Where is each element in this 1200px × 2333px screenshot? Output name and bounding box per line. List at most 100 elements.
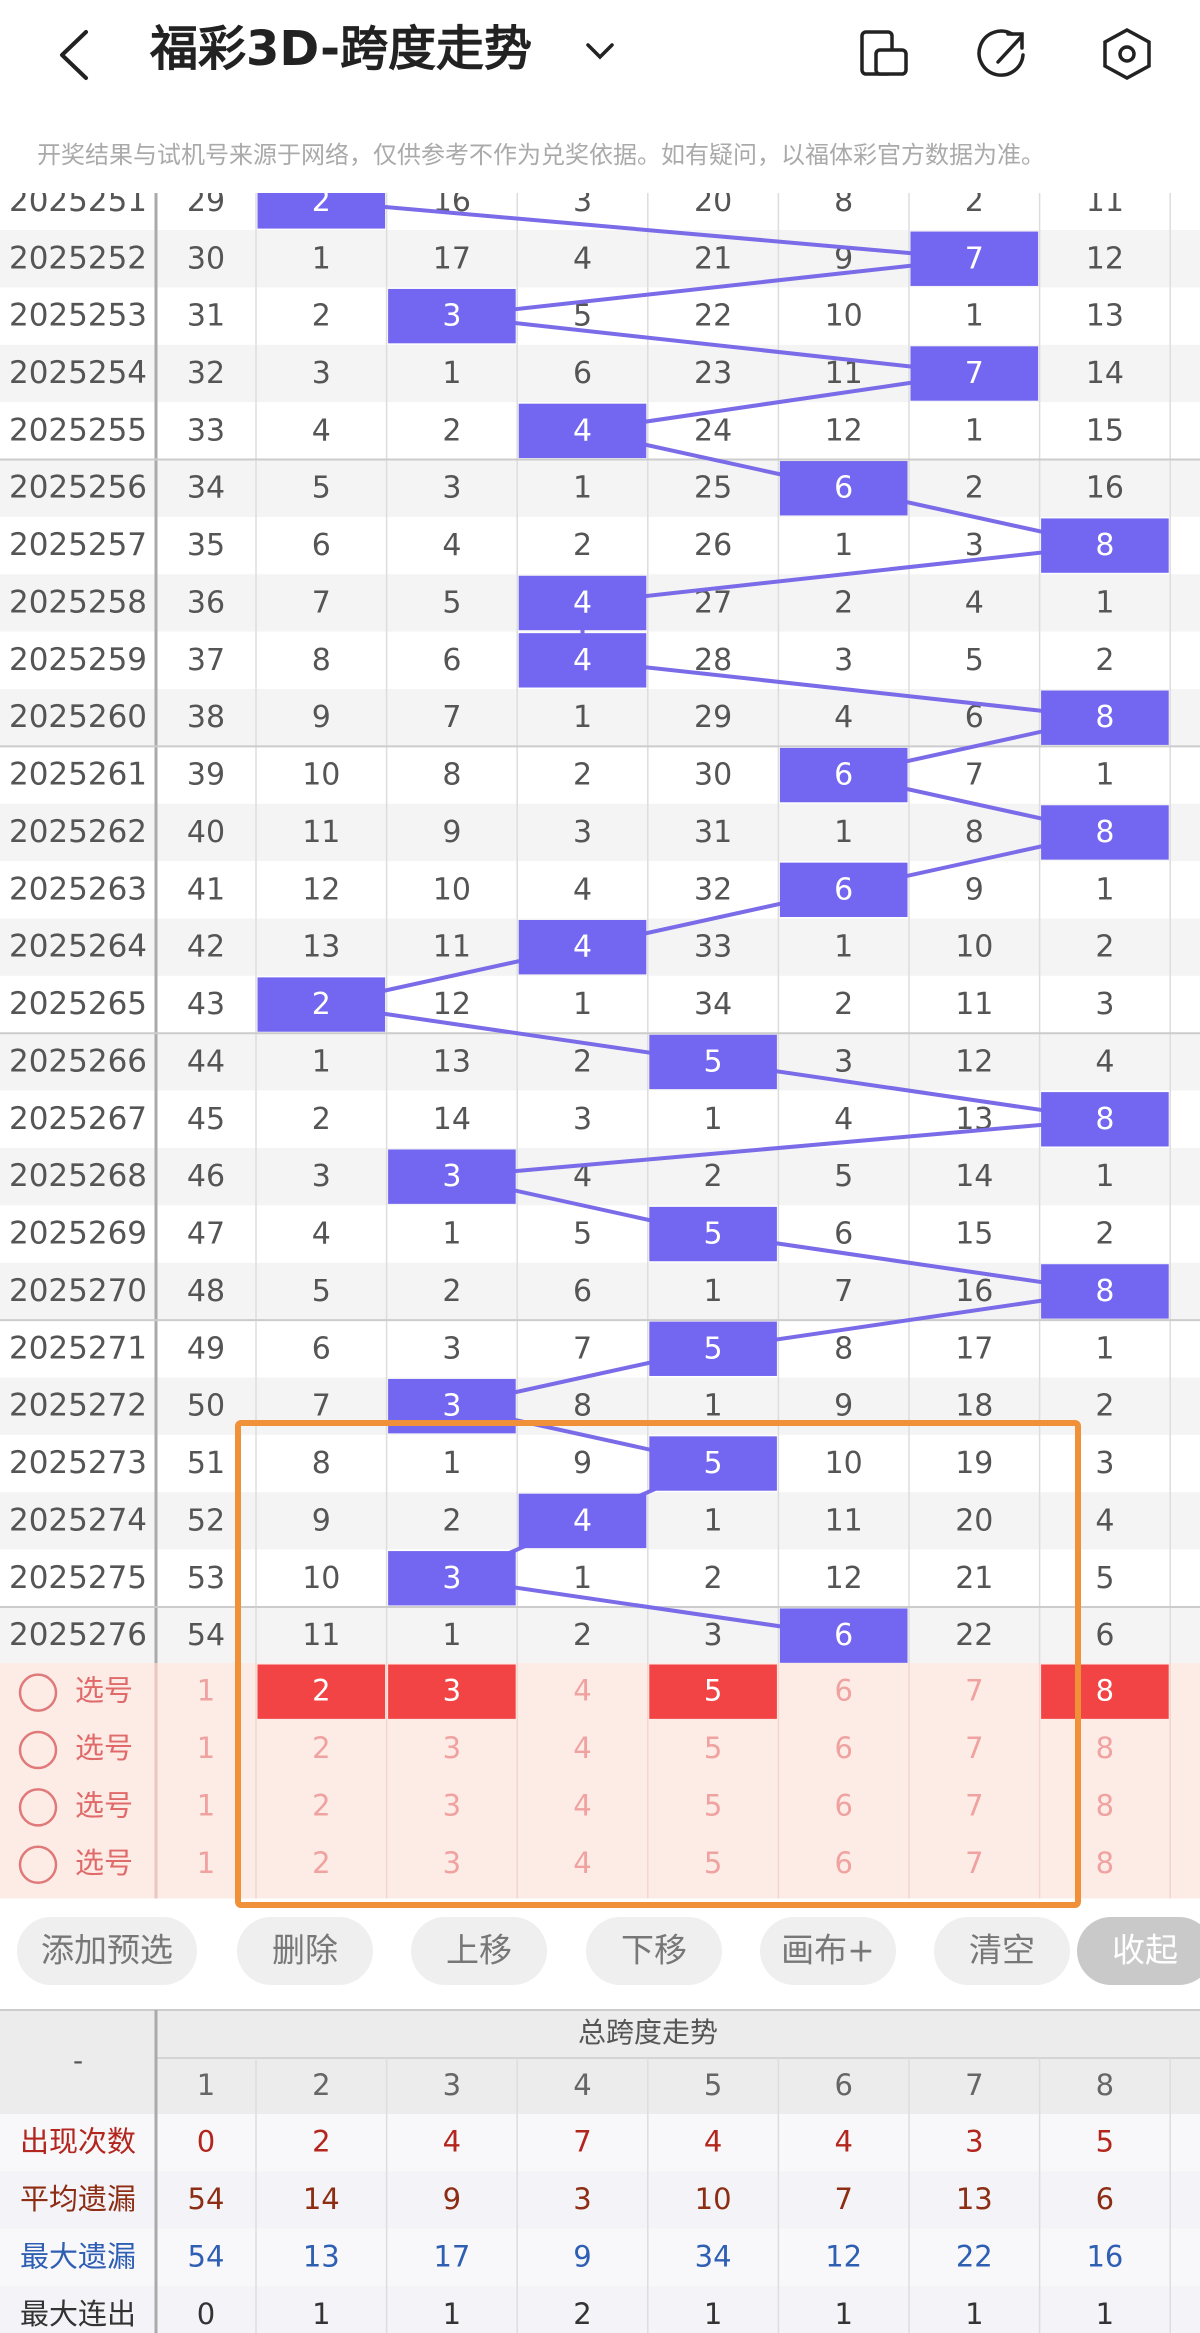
row-checkbox[interactable]	[18, 1845, 58, 1885]
stats-row-bg	[0, 2114, 1200, 2172]
picker-number[interactable]: 5	[704, 1731, 722, 1765]
title-dropdown[interactable]	[586, 43, 614, 60]
picker-number[interactable]: 7	[965, 1674, 983, 1708]
cell-value: 1	[834, 528, 853, 563]
picker-number[interactable]: 6	[834, 1731, 852, 1765]
hit-value: 8	[1095, 1102, 1114, 1137]
picker-number[interactable]: 3	[443, 1846, 461, 1880]
picker-number[interactable]: 5	[704, 1674, 722, 1708]
picker-number[interactable]: 7	[965, 1788, 983, 1822]
picker-number[interactable]: 8	[1096, 1674, 1114, 1708]
picker-number[interactable]: 5	[704, 1846, 722, 1880]
picker-number[interactable]: 1	[197, 1731, 215, 1765]
cell-value: 5	[834, 1159, 853, 1194]
cell-value: 18	[955, 1389, 993, 1424]
button-label[interactable]: 删除	[272, 1931, 338, 1970]
hit-value: 4	[573, 585, 592, 620]
picker-number[interactable]: 6	[834, 1674, 852, 1708]
picker-number[interactable]: 2	[312, 1788, 330, 1822]
hit-cell	[518, 1493, 647, 1549]
picker-number[interactable]: 3	[443, 1674, 461, 1708]
hit-value: 4	[573, 1503, 592, 1538]
issue-number: 2025268	[9, 1158, 147, 1194]
button-label[interactable]: 清空	[969, 1931, 1035, 1970]
picker-number[interactable]: 8	[1096, 1731, 1114, 1765]
button-label[interactable]: 画布+	[781, 1931, 875, 1970]
picker-number[interactable]: 2	[312, 1731, 330, 1765]
button-label[interactable]: 收起	[1112, 1931, 1178, 1970]
picker-number[interactable]: 7	[965, 1846, 983, 1880]
action-button[interactable]	[934, 1917, 1070, 1985]
picker-number[interactable]: 2	[312, 1674, 330, 1708]
picker-number[interactable]: 7	[965, 1731, 983, 1765]
hit-cell	[779, 461, 908, 516]
row-bg	[0, 1434, 1200, 1493]
picker-number[interactable]: 1	[197, 1674, 215, 1708]
picker-number[interactable]: 3	[443, 1731, 461, 1765]
picker-number[interactable]: 4	[573, 1846, 591, 1880]
action-button[interactable]	[1077, 1917, 1200, 1985]
cell-value: 1	[1095, 872, 1114, 907]
cell-value: 41	[187, 872, 225, 907]
action-button[interactable]	[237, 1917, 373, 1985]
row-checkbox[interactable]	[18, 1730, 58, 1770]
action-button[interactable]	[760, 1917, 896, 1985]
back-button[interactable]	[60, 30, 88, 80]
stats-value: 2	[573, 2297, 591, 2331]
picker-number[interactable]: 8	[1096, 1846, 1114, 1880]
picker-number[interactable]: 2	[312, 1846, 330, 1880]
cell-value: 1	[573, 987, 592, 1022]
picker-number[interactable]: 4	[573, 1731, 591, 1765]
action-button[interactable]	[586, 1917, 722, 1985]
stats-column: 5	[704, 2068, 722, 2102]
button-label[interactable]: 下移	[621, 1931, 687, 1970]
hit-cell	[649, 1436, 777, 1491]
cell-value: 2	[442, 1274, 461, 1309]
settings-icon[interactable]	[1103, 28, 1151, 80]
stats-value: 5	[1096, 2125, 1114, 2159]
picker-number[interactable]: 3	[443, 1788, 461, 1822]
button-label[interactable]: 上移	[446, 1931, 512, 1970]
cell-value: 2	[573, 758, 592, 793]
cell-value: 31	[187, 299, 225, 334]
cell-value: 5	[312, 1274, 331, 1309]
row-bg	[0, 459, 1200, 517]
cell-value: 7	[312, 1389, 331, 1424]
action-button[interactable]	[17, 1917, 197, 1985]
cell-value: 9	[965, 872, 984, 907]
action-button[interactable]	[411, 1917, 547, 1985]
picker-number[interactable]: 1	[197, 1846, 215, 1880]
cell-value: 3	[312, 1159, 331, 1194]
page-title[interactable]: 福彩3D-跨度走势	[149, 21, 532, 77]
picker-number[interactable]: 5	[704, 1788, 722, 1822]
device-icon[interactable]	[860, 30, 908, 76]
picker-number[interactable]: 1	[197, 1788, 215, 1822]
picker-number[interactable]: 4	[573, 1788, 591, 1822]
issue-number: 2025267	[9, 1101, 147, 1137]
cell-value: 8	[834, 1331, 853, 1366]
issue-number: 2025253	[9, 298, 147, 334]
picker-number[interactable]: 4	[573, 1674, 591, 1708]
issue-number: 2025259	[9, 642, 147, 678]
picker-number[interactable]: 8	[1096, 1788, 1114, 1822]
hit-value: 5	[704, 1217, 723, 1252]
cell-value: 2	[834, 987, 853, 1022]
share-icon[interactable]	[977, 29, 1025, 77]
cell-value: 3	[573, 1102, 592, 1137]
cell-value: 1	[704, 1503, 723, 1538]
stats-corner: -	[73, 2044, 83, 2077]
stats-column: 8	[1096, 2068, 1114, 2102]
row-bg	[0, 516, 1200, 575]
cell-value: 2	[1095, 643, 1114, 678]
cell-value: 1	[442, 1446, 461, 1481]
row-checkbox[interactable]	[18, 1788, 58, 1827]
stats-head-bg	[0, 2010, 1200, 2114]
cell-value: 19	[955, 1446, 993, 1481]
picker-number[interactable]: 6	[834, 1846, 852, 1880]
hit-value: 5	[704, 1331, 723, 1366]
cell-value: 21	[694, 241, 732, 276]
row-checkbox[interactable]	[18, 1673, 58, 1712]
picker-number[interactable]: 6	[834, 1788, 852, 1822]
button-label[interactable]: 添加预选	[41, 1931, 173, 1970]
